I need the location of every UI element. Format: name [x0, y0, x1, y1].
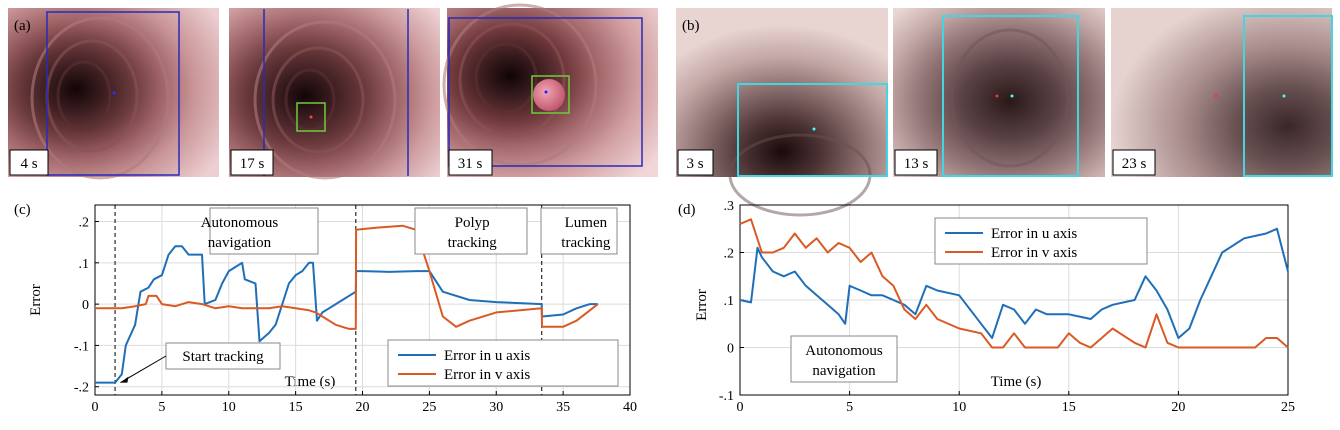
- x-tick-label: 0: [737, 400, 744, 415]
- annotation-box: [540, 207, 618, 255]
- frame-a3: 31 s: [442, 3, 658, 177]
- frame-b3: 23 s: [1111, 8, 1333, 177]
- x-axis-label: Time (s): [991, 374, 1042, 390]
- y-tick-label: 0: [727, 342, 734, 357]
- panel-label-a: (a): [14, 18, 31, 34]
- annotation-text: Autonomous: [805, 343, 883, 359]
- panel-a: (a) 4 s 17 s 31 s: [8, 3, 658, 180]
- panel-label-b: (b): [682, 18, 700, 34]
- timestamp-label: 17 s: [240, 156, 265, 172]
- annotation-text: Polyp: [455, 215, 490, 231]
- series-line-u: [739, 227, 1289, 339]
- annotation-text: navigation: [208, 235, 272, 251]
- annotation-text: tracking: [561, 235, 611, 251]
- timestamp-label: 31 s: [458, 156, 483, 172]
- y-tick-label: -.2: [74, 381, 89, 396]
- y-tick-label: .1: [724, 294, 735, 309]
- y-tick-label: .3: [724, 199, 735, 214]
- annotation-text: navigation: [812, 363, 876, 379]
- series-line-v: [739, 218, 1289, 349]
- panel-b: (b) 3 s 13 s 23 s: [676, 8, 1333, 217]
- timestamp-label: 3 s: [686, 156, 703, 172]
- annotation-text: Autonomous: [201, 215, 279, 231]
- annotation-text: Start tracking: [182, 349, 264, 365]
- endoscope-image: [1111, 8, 1332, 177]
- legend-box: [934, 217, 1148, 265]
- timestamp-label: 13 s: [904, 156, 929, 172]
- x-tick-label: 15: [1062, 400, 1076, 415]
- tracking-box-green: [296, 102, 326, 132]
- legend-entry: Error in u axis: [991, 226, 1077, 242]
- tracking-box-cyan: [942, 15, 1079, 177]
- x-tick-label: 40: [623, 400, 637, 415]
- annotation-box: [790, 335, 898, 383]
- x-tick-label: 30: [489, 400, 503, 415]
- x-tick-label: 20: [1171, 400, 1185, 415]
- timestamp-label: 4 s: [20, 156, 37, 172]
- tracking-box-green: [531, 75, 570, 114]
- y-axis-label: Error: [694, 289, 710, 321]
- polyp: [533, 79, 565, 111]
- x-tick-label: 25: [1281, 400, 1295, 415]
- annotation-arrowhead: [120, 376, 129, 383]
- x-tick-label: 25: [422, 400, 436, 415]
- frame-a2: 17 s: [229, 8, 440, 180]
- x-tick-label: 10: [222, 400, 236, 415]
- y-axis-label: Error: [28, 284, 44, 316]
- x-tick-label: 0: [92, 400, 99, 415]
- tracking-box-blue: [46, 11, 180, 176]
- series-line-v: [95, 224, 599, 330]
- y-tick-label: 0: [82, 298, 89, 313]
- endoscope-image: [893, 8, 1105, 177]
- y-tick-label: .1: [79, 257, 90, 272]
- y-tick-label: -.1: [74, 339, 89, 354]
- timestamp-label: 23 s: [1122, 156, 1147, 172]
- legend-box: [387, 339, 619, 387]
- legend-entry: Error in v axis: [991, 245, 1077, 261]
- x-axis-label: Time (s): [285, 374, 336, 390]
- panel-label-d: (d): [678, 202, 696, 218]
- chart-c: (c) Error Time (s) 0 5 10 15 20 25 30 35 40 -.2 -.…: [14, 202, 637, 415]
- x-tick-label: 10: [952, 400, 966, 415]
- annotation-box: [414, 207, 528, 255]
- y-tick-label: -.1: [719, 389, 734, 404]
- annotation-text: Lumen: [565, 215, 608, 231]
- legend-entry: Error in v axis: [444, 367, 530, 383]
- panel-label-c: (c): [14, 202, 31, 218]
- y-tick-label: .2: [79, 216, 90, 231]
- x-tick-label: 5: [846, 400, 853, 415]
- frame-b1: (b) 3 s: [676, 8, 888, 217]
- x-tick-label: 15: [289, 400, 303, 415]
- frame-a1: (a) 4 s: [8, 8, 219, 180]
- tracking-box-cyan: [1243, 15, 1333, 177]
- annotation-box: [209, 207, 319, 255]
- x-tick-label: 20: [356, 400, 370, 415]
- x-tick-label: 5: [158, 400, 165, 415]
- y-tick-label: .2: [724, 247, 735, 262]
- series-line-u: [95, 245, 598, 384]
- annotation-text: tracking: [448, 235, 498, 251]
- chart-d: (d) Error Time (s) 0 5 10 15 20 25-.10.1.2.3A…: [678, 199, 1295, 415]
- frame-b2: 13 s: [893, 8, 1105, 177]
- legend-entry: Error in u axis: [444, 348, 530, 364]
- x-tick-label: 35: [556, 400, 570, 415]
- tracking-box-cyan: [737, 83, 888, 177]
- tracking-box-blue: [448, 17, 643, 167]
